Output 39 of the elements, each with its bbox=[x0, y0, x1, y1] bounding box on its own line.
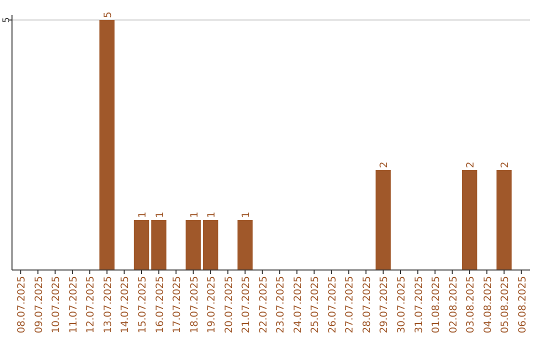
x-tick-label: 04.08.2025 bbox=[482, 276, 494, 334]
data-label: 2 bbox=[379, 162, 390, 168]
x-tick-label: 27.07.2025 bbox=[344, 276, 356, 334]
x-tick-label: 12.07.2025 bbox=[86, 276, 97, 334]
x-tick-label: 13.07.2025 bbox=[102, 276, 114, 334]
x-tick-label: 30.07.2025 bbox=[396, 276, 408, 334]
x-tick-label: 14.07.2025 bbox=[120, 276, 132, 334]
x-tick-label: 03.08.2025 bbox=[466, 276, 477, 334]
x-tick-label: 16.07.2025 bbox=[154, 276, 166, 334]
x-tick-label: 31.07.2025 bbox=[414, 276, 425, 334]
x-tick-label: 24.07.2025 bbox=[292, 276, 304, 334]
x-tick-label: 22.07.2025 bbox=[258, 276, 270, 334]
data-label: 1 bbox=[206, 212, 218, 218]
x-tick-label: 11.07.2025 bbox=[68, 276, 80, 334]
data-label: 1 bbox=[189, 212, 200, 218]
x-tick-label: 25.07.2025 bbox=[310, 276, 322, 334]
x-tick-label: 02.08.2025 bbox=[448, 276, 460, 334]
x-tick-label: 01.08.2025 bbox=[431, 276, 442, 334]
x-tick-label: 10.07.2025 bbox=[51, 276, 62, 334]
data-label: 2 bbox=[500, 162, 512, 168]
x-tick-label: 17.07.2025 bbox=[172, 276, 184, 334]
x-tick-label: 18.07.2025 bbox=[189, 276, 200, 334]
x-tick-label: 20.07.2025 bbox=[224, 276, 235, 334]
data-label: 2 bbox=[466, 162, 477, 168]
data-label: 1 bbox=[138, 212, 148, 218]
x-tick-label: 19.07.2025 bbox=[206, 276, 218, 334]
x-tick-label: 06.08.2025 bbox=[517, 276, 528, 334]
x-tick-label: 29.07.2025 bbox=[379, 276, 390, 334]
x-tick-label: 08.07.2025 bbox=[16, 276, 28, 334]
data-label: 5 bbox=[102, 12, 114, 18]
x-tick-label: 28.07.2025 bbox=[362, 276, 373, 334]
x-tick-label: 21.07.2025 bbox=[241, 276, 252, 334]
x-tick-label: 26.07.2025 bbox=[327, 276, 338, 334]
x-tick-label: 15.07.2025 bbox=[138, 276, 148, 334]
data-label: 1 bbox=[154, 212, 166, 218]
x-tick-label: 05.08.2025 bbox=[500, 276, 512, 334]
x-tick-label: 23.07.2025 bbox=[276, 276, 287, 334]
x-tick-label: 09.07.2025 bbox=[34, 276, 45, 334]
data-label: 1 bbox=[241, 212, 252, 218]
